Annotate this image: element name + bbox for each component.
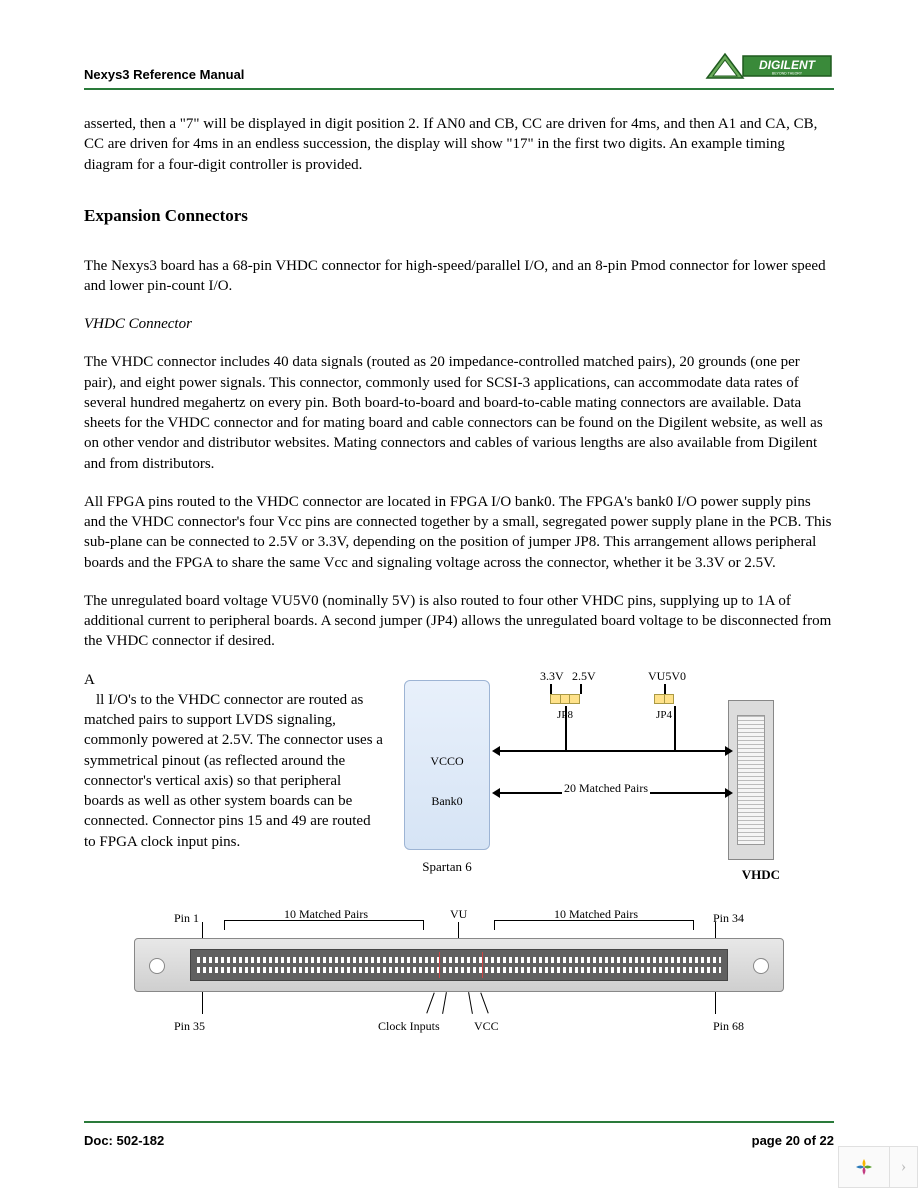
caption-vhdc: VHDC (742, 866, 780, 884)
tick-pin1 (202, 922, 203, 940)
digilent-logo: DIGILENT BEYOND THEORY (704, 50, 834, 82)
tick-clock1 (426, 992, 434, 1013)
connector-slot (190, 949, 728, 981)
tick-pin34 (715, 922, 716, 940)
tick-vu (458, 922, 459, 940)
tick-pin68 (715, 992, 716, 1014)
wire (664, 684, 666, 694)
header-title: Nexys3 Reference Manual (84, 67, 244, 82)
wire-vcco (500, 750, 725, 752)
spartan6-block: VCCO Bank0 (404, 680, 490, 850)
paragraph-bank0: All FPGA pins routed to the VHDC connect… (84, 492, 834, 573)
jumper-jp4: JP4 (654, 694, 674, 723)
connector-body (134, 938, 784, 992)
label-vu: VU (450, 906, 467, 922)
paragraph-intro: asserted, then a "7" will be displayed i… (84, 114, 834, 175)
tick-vcc2 (480, 992, 488, 1013)
label-vcc: VCC (474, 1018, 499, 1034)
corner-logo-icon (839, 1147, 889, 1187)
tick-vcc1 (468, 992, 473, 1014)
vhdc-conn-block (728, 700, 774, 860)
wire (550, 684, 552, 694)
center-marker (439, 952, 483, 978)
footer-doc-id: Doc: 502-182 (84, 1133, 164, 1148)
label-clock-inputs: Clock Inputs (378, 1018, 440, 1034)
corner-nav-widget[interactable]: › (838, 1146, 918, 1188)
wire (674, 706, 676, 750)
logo-brand-text: DIGILENT (759, 58, 817, 72)
logo-tagline: BEYOND THEORY (772, 72, 803, 76)
paragraph-vhdc-desc: The VHDC connector includes 40 data sign… (84, 352, 834, 474)
label-10pairs-r: 10 Matched Pairs (554, 906, 638, 922)
label-pin34: Pin 34 (713, 910, 744, 926)
label-bank0: Bank0 (405, 793, 489, 809)
mounting-hole-left (149, 958, 165, 974)
paragraph-io-routing: ll I/O's to the VHDC connector are route… (84, 690, 384, 852)
section-heading-expansion: Expansion Connectors (84, 205, 834, 228)
diagram-connector-pinout: Pin 1 Pin 34 VU 10 Matched Pairs 10 Matc… (134, 910, 784, 1040)
label-20pairs: 20 Matched Pairs (562, 780, 650, 796)
wire (565, 706, 567, 750)
paragraph-overview: The Nexys3 board has a 68-pin VHDC conne… (84, 256, 834, 297)
paragraph-vu5v0: The unregulated board voltage VU5V0 (nom… (84, 591, 834, 652)
caption-spartan6: Spartan 6 (404, 858, 490, 876)
mounting-hole-right (753, 958, 769, 974)
label-pin68: Pin 68 (713, 1018, 744, 1034)
label-2v5: 2.5V (572, 668, 596, 684)
label-pin35: Pin 35 (174, 1018, 205, 1034)
dropcap-line: A (84, 670, 384, 690)
wire (580, 684, 582, 694)
footer-divider (84, 1121, 834, 1123)
label-vu5v0: VU5V0 (648, 668, 686, 684)
tick-pin35 (202, 992, 203, 1014)
label-3v3: 3.3V (540, 668, 564, 684)
diagram-vhdc-block: VCCO Bank0 Spartan 6 VHDC 3.3V 2.5V JP8 (404, 670, 774, 880)
label-pin1: Pin 1 (174, 910, 199, 926)
label-vcco: VCCO (405, 753, 489, 769)
footer-page-number: page 20 of 22 (752, 1133, 834, 1148)
subheading-vhdc: VHDC Connector (84, 314, 834, 334)
label-10pairs-l: 10 Matched Pairs (284, 906, 368, 922)
tick-clock2 (442, 992, 447, 1014)
header-divider (84, 88, 834, 90)
chevron-right-icon[interactable]: › (889, 1147, 917, 1187)
label-jp4: JP4 (654, 708, 674, 723)
